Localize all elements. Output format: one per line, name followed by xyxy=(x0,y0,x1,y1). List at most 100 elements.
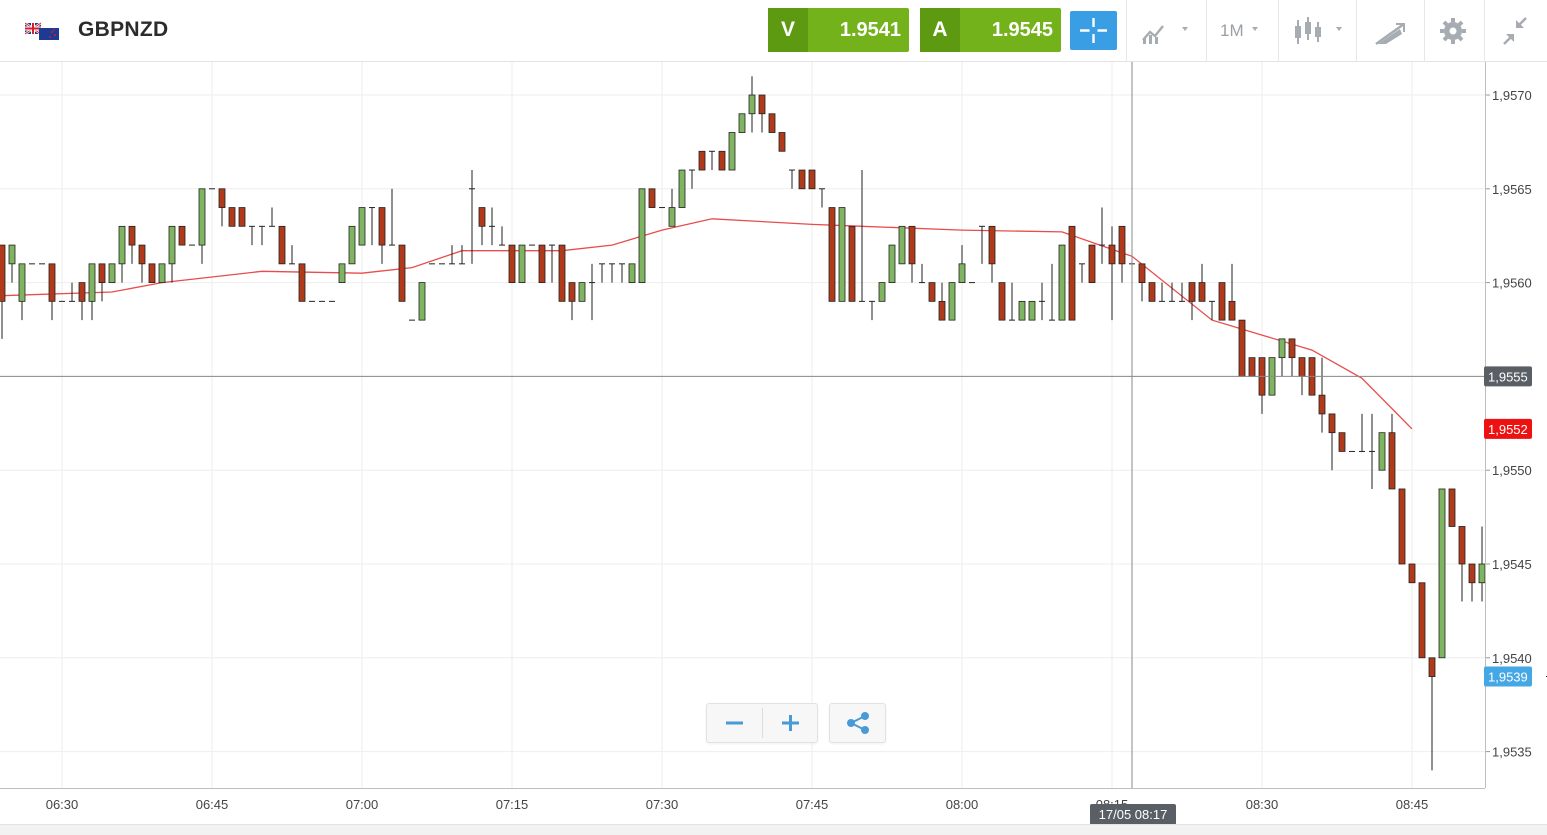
candle-doji xyxy=(789,169,795,189)
draw-tools-button[interactable] xyxy=(1368,12,1412,50)
candle-body xyxy=(398,244,406,302)
crosshair-button[interactable] xyxy=(1070,11,1117,50)
candle-doji xyxy=(269,207,275,227)
candle-body xyxy=(638,188,646,284)
candle-bullish xyxy=(18,263,26,321)
y-tick-label: 1,9545 xyxy=(1492,557,1532,572)
candle-body xyxy=(298,263,306,302)
candle-body xyxy=(668,207,676,227)
candle-bearish xyxy=(378,207,386,264)
zoom-out-button[interactable] xyxy=(707,704,762,742)
candle-body xyxy=(1489,508,1495,527)
candle-bearish xyxy=(78,282,86,321)
candle-doji xyxy=(489,207,495,246)
candle-body xyxy=(1238,319,1246,377)
candle-doji xyxy=(289,245,295,265)
candles-icon xyxy=(1295,17,1342,44)
candle-doji xyxy=(819,188,825,208)
candle-bearish xyxy=(98,263,106,302)
candle-body xyxy=(1539,677,1545,696)
candle-body xyxy=(1248,357,1256,377)
candle-bullish xyxy=(668,188,676,227)
candle-bullish xyxy=(958,245,966,283)
chart-type-button[interactable] xyxy=(1138,12,1198,50)
candle-bullish xyxy=(8,244,16,283)
x-tick-label: 07:45 xyxy=(796,797,829,812)
candle-bearish xyxy=(1258,357,1266,414)
candle-body xyxy=(1468,563,1476,584)
x-tick-label: 07:15 xyxy=(496,797,529,812)
draw-icon xyxy=(1375,22,1405,46)
ma-price-tag-bg xyxy=(1484,418,1532,439)
candle-bearish xyxy=(1148,282,1156,302)
candle-body xyxy=(1428,657,1436,677)
candle-body xyxy=(1318,394,1326,415)
candle-bearish xyxy=(908,225,916,283)
candle-bearish xyxy=(398,244,406,302)
candle-body xyxy=(848,225,856,302)
candle-bearish xyxy=(1068,225,1076,321)
candle-doji xyxy=(1079,263,1085,283)
candle-body xyxy=(958,263,966,283)
timeframe-label: 1M xyxy=(1220,21,1244,40)
candle-bearish xyxy=(1408,563,1416,584)
chart-grid: 06:3006:4507:0007:1507:3007:4508:0008:15… xyxy=(0,62,1532,812)
settings-button[interactable] xyxy=(1436,12,1472,50)
candle-bullish xyxy=(638,188,646,284)
candle-bullish xyxy=(1018,300,1026,321)
candle-body xyxy=(678,169,686,208)
candle-bullish xyxy=(338,263,346,283)
candle-bearish xyxy=(1218,282,1226,321)
last-price-tag: 1,9539 xyxy=(1484,666,1532,687)
collapse-button[interactable] xyxy=(1496,12,1536,50)
candle-bearish xyxy=(508,244,516,284)
ma-price-tag: 1,9552 xyxy=(1484,418,1532,439)
candle-bullish xyxy=(358,207,366,246)
candle-bullish xyxy=(748,76,756,133)
candle-body xyxy=(228,207,236,227)
share-button[interactable] xyxy=(829,703,886,743)
candle-bearish xyxy=(1398,488,1406,565)
candle-bullish xyxy=(348,225,356,265)
timeframe-button[interactable]: 1M xyxy=(1212,12,1272,50)
candle-body xyxy=(1338,432,1346,452)
candle-body xyxy=(728,132,736,171)
candle-doji xyxy=(259,225,265,246)
candle-doji xyxy=(589,263,595,321)
candle-body xyxy=(878,282,886,302)
zoom-in-button[interactable] xyxy=(763,704,818,742)
candle-doji xyxy=(709,150,715,171)
sell-button[interactable]: V 1.9541 xyxy=(768,8,909,52)
candle-bearish xyxy=(808,169,816,190)
candle-doji xyxy=(499,226,505,246)
chart-type-icon xyxy=(1142,25,1188,44)
candle-body xyxy=(648,188,656,208)
candle-body xyxy=(1028,300,1036,321)
y-tick-label: 1,9550 xyxy=(1492,463,1532,478)
candle-bearish xyxy=(0,244,6,339)
candle-bearish xyxy=(1509,583,1515,658)
candle-doji xyxy=(459,245,465,265)
buy-button[interactable]: A 1.9545 xyxy=(920,8,1061,52)
candle-body xyxy=(0,244,6,302)
candle-bearish xyxy=(238,207,246,227)
candle-bearish xyxy=(768,113,776,133)
crosshair-time-text: 17/05 08:17 xyxy=(1099,807,1168,822)
candle-bearish xyxy=(1458,526,1466,602)
candle-bullish xyxy=(1539,639,1545,695)
candle-body xyxy=(798,169,806,190)
zoom-out-icon xyxy=(726,721,743,725)
candle-bearish xyxy=(848,225,856,302)
candle-doji xyxy=(1209,300,1215,321)
candle-bearish xyxy=(988,225,996,283)
candle-bearish xyxy=(1448,488,1456,527)
candle-body xyxy=(828,207,836,302)
candle-bearish xyxy=(1428,657,1436,771)
crosshair-time-bg xyxy=(1090,804,1176,825)
candle-style-button[interactable] xyxy=(1288,12,1348,50)
candle-bearish xyxy=(698,150,706,171)
gear-icon xyxy=(1440,18,1466,44)
candle-doji xyxy=(1099,207,1105,264)
candle-bullish xyxy=(108,263,116,283)
